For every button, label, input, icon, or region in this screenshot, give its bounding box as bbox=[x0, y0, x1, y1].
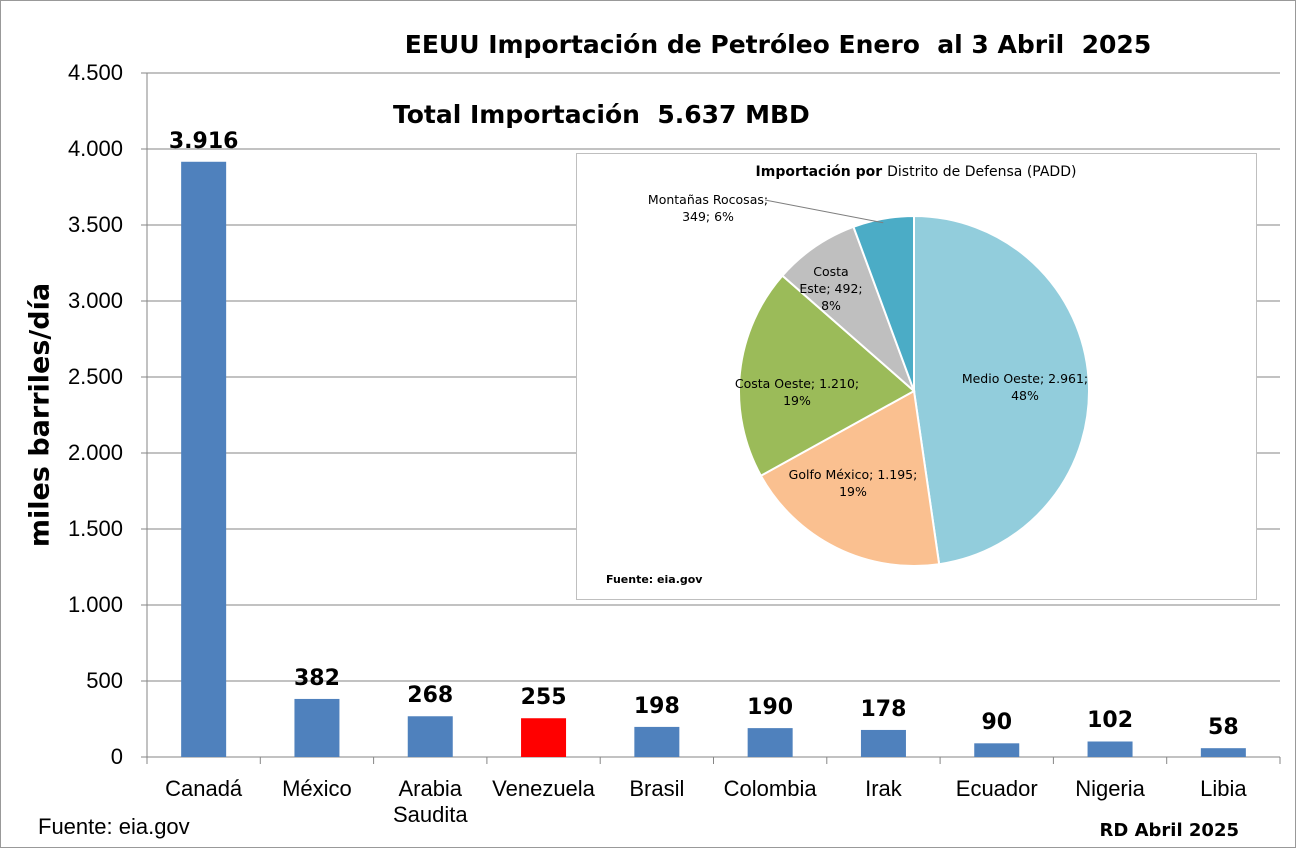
x-tick-label: Canadá bbox=[165, 776, 243, 801]
bar bbox=[634, 726, 680, 757]
y-tick-label: 500 bbox=[86, 668, 123, 693]
y-tick-label: 3.500 bbox=[67, 212, 123, 237]
pie-title-rest: Distrito de Defensa (PADD) bbox=[887, 164, 1077, 180]
pie-label: Costa Oeste; 1.210; 19% bbox=[734, 376, 860, 408]
value-label: 255 bbox=[520, 685, 567, 711]
value-label: 382 bbox=[293, 665, 340, 691]
value-label: 3.916 bbox=[168, 128, 239, 154]
bar bbox=[181, 161, 227, 757]
value-label: 198 bbox=[633, 693, 680, 719]
x-tick-label: México bbox=[282, 776, 352, 801]
value-label: 102 bbox=[1087, 708, 1134, 734]
bar bbox=[860, 729, 906, 757]
y-tick-label: 1.500 bbox=[67, 516, 123, 541]
x-tick-label: Ecuador bbox=[955, 776, 1038, 801]
chart-subtitle: Total Importación 5.637 MBD bbox=[393, 100, 810, 129]
pie-slice bbox=[759, 389, 941, 567]
pie-label: Montañas Rocosas; 349; 6% bbox=[647, 192, 769, 224]
x-tick-label: Brasil bbox=[629, 776, 685, 801]
leader-line bbox=[764, 199, 884, 224]
bar bbox=[521, 718, 567, 757]
bar bbox=[1087, 741, 1133, 757]
value-label: 268 bbox=[407, 683, 454, 709]
pie-label: Golfo México; 1.195; 19% bbox=[788, 467, 918, 499]
y-tick-label: 2.500 bbox=[67, 364, 123, 389]
chart-title: EEUU Importación de Petróleo Enero al 3 … bbox=[404, 30, 1152, 59]
x-tick-label: Irak bbox=[865, 776, 902, 801]
bar bbox=[974, 743, 1020, 757]
pie-label: Costa Este; 492; 8% bbox=[799, 264, 863, 313]
x-tick-label: Nigeria bbox=[1075, 776, 1145, 801]
bar bbox=[747, 728, 793, 757]
source-note: Fuente: eia.gov bbox=[38, 814, 190, 839]
value-label: 190 bbox=[747, 695, 794, 721]
pie-label: Medio Oeste; 2.961; 48% bbox=[961, 371, 1089, 403]
value-label: 90 bbox=[981, 710, 1013, 736]
x-tick-label: Arabia Saudita bbox=[392, 776, 468, 827]
y-tick-label: 0 bbox=[110, 744, 123, 769]
bar bbox=[294, 698, 340, 757]
y-tick-label: 1.000 bbox=[67, 592, 123, 617]
y-axis-label: miles barriles/día bbox=[24, 282, 56, 548]
pie-source-note: Fuente: eia.gov bbox=[606, 573, 703, 586]
y-tick-label: 4.000 bbox=[67, 136, 123, 161]
y-tick-label: 3.000 bbox=[67, 288, 123, 313]
x-tick-label: Libia bbox=[1200, 776, 1247, 801]
y-tick-label: 4.500 bbox=[67, 60, 123, 85]
x-tick-label: Venezuela bbox=[492, 776, 595, 801]
pie-slice bbox=[852, 214, 915, 392]
credit-note: RD Abril 2025 bbox=[1099, 820, 1239, 841]
x-tick-label: Colombia bbox=[723, 776, 817, 801]
pie-title: Importación por Distrito de Defensa (PADD… bbox=[576, 164, 1256, 180]
value-label: 178 bbox=[860, 696, 907, 722]
y-tick-label: 2.000 bbox=[67, 440, 123, 465]
pie-slice bbox=[738, 274, 916, 478]
pie-slice bbox=[913, 214, 1090, 566]
value-label: 58 bbox=[1208, 715, 1239, 741]
bar bbox=[1200, 748, 1246, 757]
pie-title-bold: Importación por bbox=[755, 164, 883, 180]
bar bbox=[407, 716, 453, 757]
